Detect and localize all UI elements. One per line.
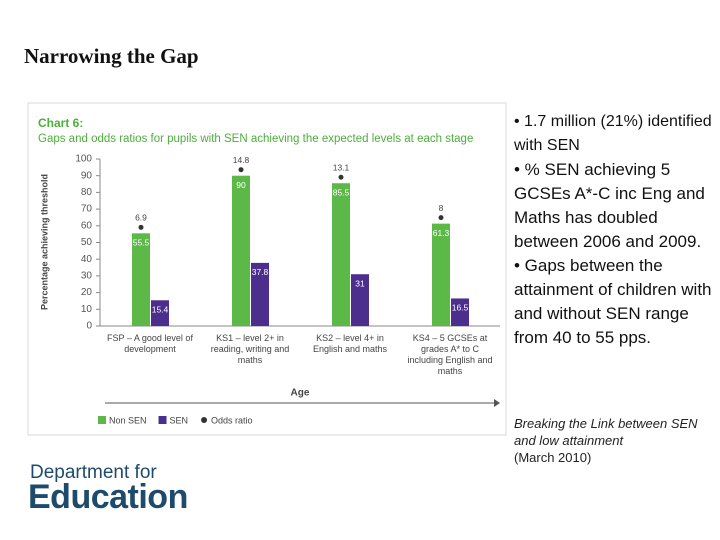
odds-label: 8: [439, 203, 444, 213]
y-tick-label: 20: [81, 287, 93, 298]
y-tick-label: 100: [75, 154, 92, 165]
bar: [332, 183, 350, 326]
value-label: 61.3: [433, 228, 450, 238]
odds-label: 14.8: [233, 155, 250, 165]
source-title: Breaking the Link between SEN and low at…: [514, 416, 698, 448]
odds-dot: [338, 174, 344, 180]
x-tick-label: FSP – A good level of development: [107, 333, 193, 354]
legend-marker: [98, 416, 106, 424]
chart-subtitle: Gaps and odds ratios for pupils with SEN…: [38, 133, 473, 145]
value-label: 31: [355, 278, 365, 288]
value-label: 55.5: [133, 238, 150, 248]
bar: [151, 300, 169, 326]
legend-label: SEN: [170, 415, 189, 425]
y-tick-label: 80: [81, 187, 93, 198]
y-tick-label: 0: [86, 321, 92, 332]
y-tick-label: 30: [81, 271, 93, 282]
y-tick-label: 10: [81, 304, 93, 315]
legend-marker: [201, 417, 208, 423]
x-tick-label: KS1 – level 2+ in reading, writing and m…: [210, 333, 290, 365]
odds-dot: [438, 215, 444, 221]
bar: [351, 274, 369, 326]
legend-label: Odds ratio: [211, 415, 253, 425]
chart-title: Chart 6:: [38, 116, 83, 130]
y-tick-label: 90: [81, 170, 93, 181]
source: Breaking the Link between SEN and low at…: [514, 415, 714, 466]
slide-title: Narrowing the Gap: [24, 44, 199, 68]
logo-line: Department for: [30, 462, 157, 483]
bullet: • % SEN achieving 5 GCSEs A*-C inc Eng a…: [514, 160, 705, 251]
y-tick-label: 60: [81, 220, 93, 231]
y-tick-label: 70: [81, 204, 93, 215]
odds-label: 13.1: [333, 162, 350, 172]
logo-line: Education: [28, 478, 188, 516]
bar: [232, 175, 250, 326]
odds-label: 6.9: [135, 213, 147, 223]
value-label: 85.5: [333, 187, 350, 197]
x-tick-label: KS4 – 5 GCSEs at grades A* to C includin…: [407, 333, 493, 376]
value-label: 16.5: [452, 303, 469, 313]
x-arrow-head: [494, 399, 500, 407]
odds-dot: [138, 224, 144, 230]
legend-marker: [158, 416, 167, 424]
odds-dot: [238, 167, 244, 173]
bar: [451, 298, 469, 326]
x-axis-label: Age: [291, 388, 310, 399]
value-label: 37.8: [252, 267, 269, 277]
value-label: 15.4: [152, 305, 169, 315]
source-date: (March 2010): [514, 450, 592, 465]
bar: [432, 223, 450, 326]
legend-label: Non SEN: [109, 415, 147, 425]
y-tick-label: 50: [81, 237, 93, 248]
bullet: • Gaps between the attainment of childre…: [514, 256, 712, 347]
bullet-list: • 1.7 million (21%) identified with SEN …: [514, 110, 714, 350]
bar: [132, 233, 150, 326]
x-tick-label: KS2 – level 4+ in English and maths: [312, 333, 388, 354]
bar: [251, 262, 269, 326]
y-tick-label: 40: [81, 254, 93, 265]
bullet: • 1.7 million (21%) identified with SEN: [514, 113, 712, 154]
value-label: 90: [236, 180, 246, 190]
y-axis-label: Percentage achieving threshold: [39, 174, 49, 310]
